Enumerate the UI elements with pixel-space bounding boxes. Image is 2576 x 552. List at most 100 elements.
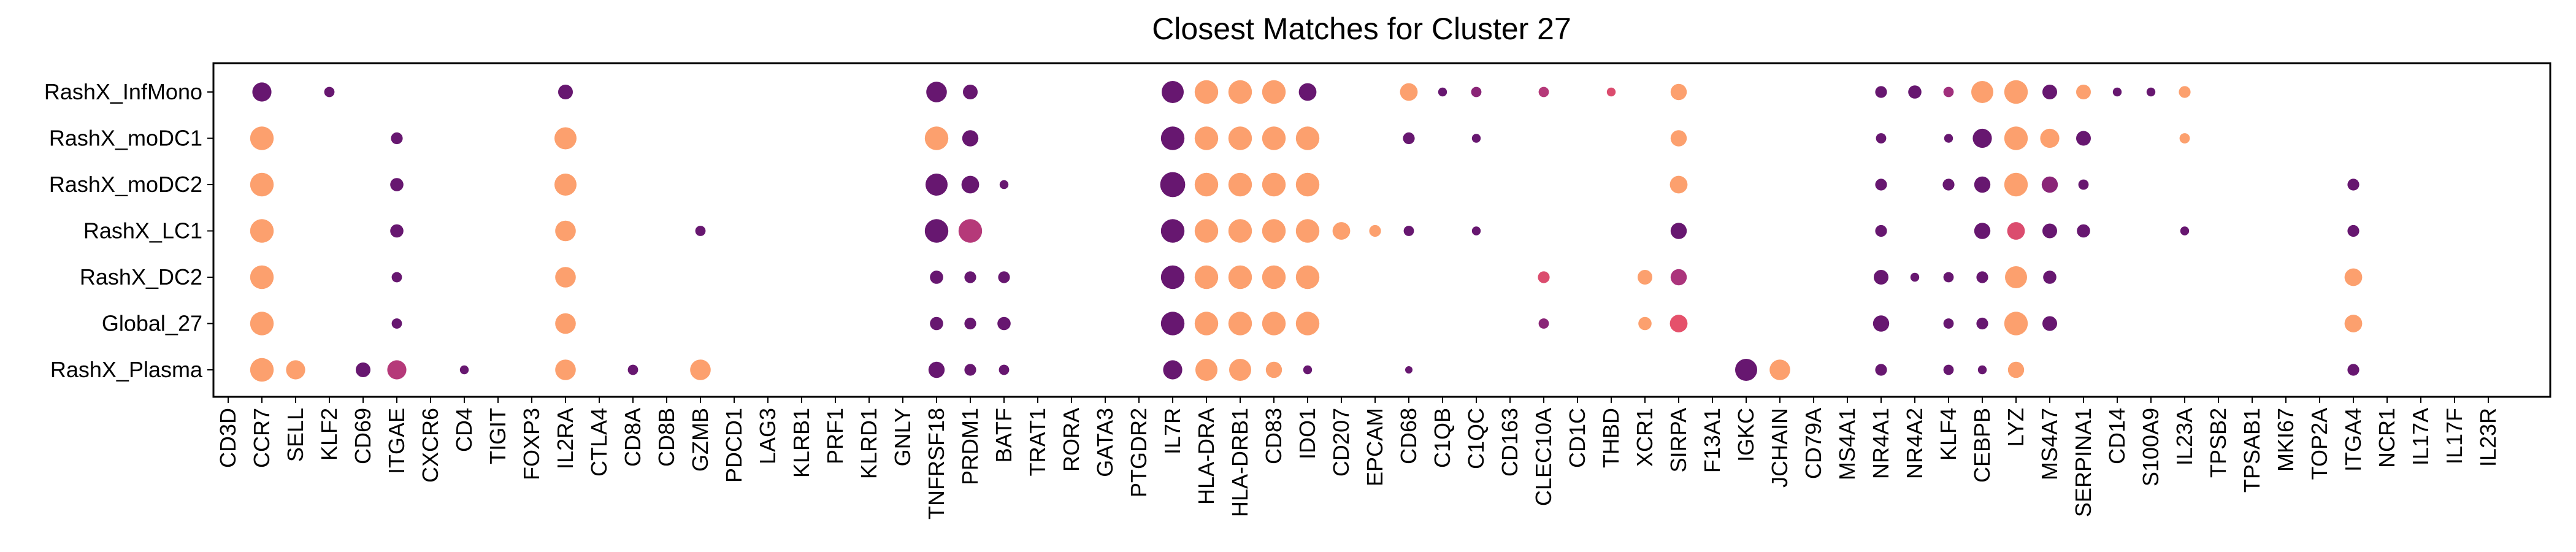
dot-marker [391, 272, 402, 283]
column-label: CD207 [1328, 408, 1354, 477]
column-label: CD4 [451, 408, 477, 452]
dot-marker [997, 316, 1011, 331]
dot-marker [2004, 126, 2028, 150]
dot-marker [2179, 133, 2190, 144]
column-label: SIRPA [1666, 408, 1691, 472]
dot-marker [1303, 365, 1313, 375]
dot-marker [1538, 318, 1549, 329]
dot-marker [2347, 224, 2359, 237]
dot-marker [555, 220, 576, 242]
plot-frame [212, 62, 2551, 398]
column-label: CD68 [1396, 408, 1421, 464]
dot-marker [1194, 219, 1219, 243]
column-label: KLRD1 [856, 408, 881, 479]
dot-marker [926, 82, 947, 102]
column-label: CD163 [1497, 408, 1522, 477]
dot-marker [2179, 86, 2191, 98]
dot-marker [2007, 361, 2025, 378]
row-label: RashX_moDC1 [49, 126, 202, 151]
dot-marker [930, 270, 943, 284]
dot-marker [1875, 224, 1887, 237]
column-label: LYZ [2003, 408, 2028, 447]
dot-marker [250, 219, 274, 243]
column-label: HLA-DRA [1194, 408, 1219, 505]
dot-marker [1228, 312, 1252, 335]
column-label: CD79A [1801, 408, 1826, 479]
dot-marker [1262, 312, 1286, 335]
dot-marker [1405, 366, 1413, 374]
column-label: GATA3 [1092, 408, 1117, 477]
dot-marker [250, 126, 274, 150]
dot-marker [962, 130, 979, 147]
column-label: FOXP3 [519, 408, 544, 480]
column-label: XCR1 [1632, 408, 1657, 467]
dot-marker [1229, 359, 1251, 381]
dot-marker [1943, 364, 1954, 375]
dot-marker [1194, 172, 1219, 197]
dot-marker [1875, 364, 1887, 376]
column-label: BATF [991, 408, 1016, 462]
dot-marker [286, 360, 305, 380]
dot-marker [1438, 87, 1447, 97]
column-label: GZMB [688, 408, 713, 472]
dot-marker [1538, 271, 1550, 283]
column-label: IL17A [2408, 408, 2433, 466]
dot-marker [2042, 85, 2057, 99]
dot-marker [1228, 126, 1252, 150]
column-label: MS4A1 [1834, 408, 1860, 480]
column-label: KLF2 [316, 408, 342, 461]
dot-marker [2146, 87, 2156, 97]
dot-marker [1943, 272, 1954, 283]
dot-marker [1874, 270, 1888, 285]
column-label: KLF4 [1936, 408, 1961, 461]
column-label: ITGA4 [2340, 408, 2366, 472]
dot-marker [1262, 126, 1286, 150]
dot-marker [2041, 176, 2058, 193]
dot-marker [1670, 83, 1687, 101]
dot-marker [1606, 87, 1616, 97]
column-label: GNLY [890, 408, 915, 466]
dot-marker [250, 172, 274, 197]
column-label: JCHAIN [1767, 408, 1792, 488]
column-label: TIGIT [485, 408, 510, 464]
dot-marker [1735, 359, 1757, 381]
row-label: RashX_LC1 [83, 218, 202, 243]
dot-marker [1369, 224, 1381, 237]
column-label: TOP2A [2307, 408, 2332, 480]
dot-marker [1873, 315, 1890, 332]
dot-marker [250, 312, 274, 335]
dot-marker [1670, 223, 1687, 239]
dot-marker [1228, 80, 1252, 104]
dot-marker [1195, 359, 1217, 381]
dot-marker [2007, 222, 2025, 240]
dot-marker [999, 180, 1009, 190]
column-label: F13A1 [1700, 408, 1725, 473]
dot-marker [2042, 316, 2057, 331]
column-label: CTLA4 [586, 408, 611, 477]
dot-marker [926, 174, 948, 196]
dot-marker [961, 175, 979, 194]
column-label: MKI67 [2273, 408, 2298, 472]
dot-marker [1976, 317, 1988, 330]
dot-marker [1228, 172, 1252, 197]
dot-marker [1228, 265, 1252, 289]
row-label: RashX_Plasma [50, 357, 203, 382]
dot-marker [390, 178, 404, 191]
column-label: THBD [1598, 408, 1623, 468]
column-label: CD3D [215, 408, 240, 468]
dot-marker [1875, 86, 1887, 98]
column-label: NCR1 [2374, 408, 2399, 468]
dot-marker [554, 127, 577, 150]
dot-marker [1262, 172, 1286, 197]
column-label: PTGDR2 [1126, 408, 1151, 497]
dot-marker [1160, 172, 1186, 197]
column-label: TNFRSF18 [924, 408, 949, 519]
column-label: S100A9 [2138, 408, 2163, 486]
column-label: CD83 [1261, 408, 1286, 464]
dot-marker [1943, 318, 1954, 329]
dot-marker [2076, 131, 2091, 146]
dot-marker [2112, 87, 2122, 97]
dot-marker [1974, 176, 1991, 193]
dot-marker [958, 219, 983, 243]
